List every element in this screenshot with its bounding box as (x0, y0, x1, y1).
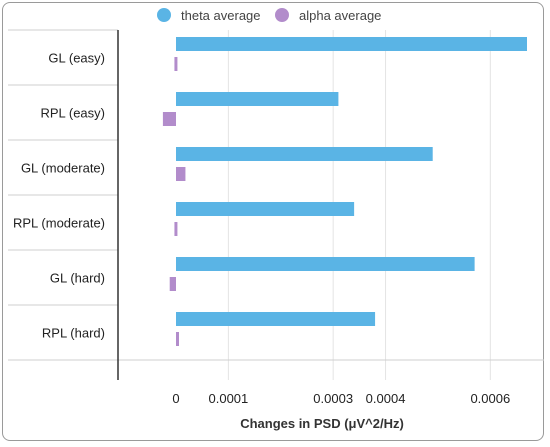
legend-marker-theta (157, 8, 171, 22)
bar-alpha-average (174, 222, 178, 236)
category-label: RPL (moderate) (13, 216, 105, 231)
x-axis-title: Changes in PSD (μV^2/Hz) (240, 416, 404, 431)
category-label: GL (hard) (50, 271, 105, 286)
bar-theta-average (176, 202, 355, 216)
bar-alpha-average (176, 167, 186, 181)
category-label: GL (easy) (48, 51, 105, 66)
bar-alpha-average (174, 57, 178, 71)
x-tick-label: 0.0006 (470, 391, 510, 406)
bar-theta-average (176, 92, 339, 106)
legend-marker-alpha (275, 8, 289, 22)
category-label: RPL (hard) (42, 326, 105, 341)
x-tick-label: 0.0004 (366, 391, 406, 406)
chart-frame (2, 2, 544, 441)
bar-theta-average (176, 312, 376, 326)
x-tick-label: 0.0001 (209, 391, 249, 406)
x-tick-label: 0.0003 (313, 391, 353, 406)
legend-label: alpha average (299, 8, 381, 23)
category-label: GL (moderate) (21, 161, 105, 176)
bar-theta-average (176, 37, 527, 51)
bar-alpha-average (169, 277, 176, 291)
bar-alpha-average (176, 332, 179, 346)
bar-theta-average (176, 147, 433, 161)
category-label: RPL (easy) (40, 106, 105, 121)
legend-label: theta average (181, 8, 261, 23)
bar-theta-average (176, 257, 475, 271)
x-tick-label: 0 (172, 391, 179, 406)
bar-alpha-average (162, 112, 176, 126)
